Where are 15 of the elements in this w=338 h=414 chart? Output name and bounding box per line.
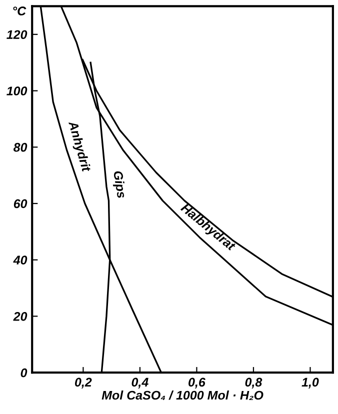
x-tick-label: 0,6 — [188, 378, 206, 388]
x-tick-label: 0,8 — [245, 378, 262, 388]
x-tick-label: 0,4 — [132, 378, 148, 388]
x-tick-label: 0,2 — [75, 378, 92, 388]
x-axis-title: Mol CaSO₄ / 1000 Mol · H₂O — [102, 390, 264, 400]
x-tick-label: 1,0 — [302, 378, 319, 388]
y-tick-label: 40 — [13, 256, 28, 265]
annotation: Gips — [110, 170, 127, 199]
y-tick-label: 100 — [6, 86, 28, 96]
y-tick-label: 80 — [14, 142, 28, 152]
y-tick-label: 60 — [14, 199, 28, 208]
y-tick-label: 20 — [13, 312, 28, 321]
y-axis-title: °C — [13, 6, 26, 16]
y-tick-label: 120 — [6, 30, 28, 40]
y-tick-label: 0 — [20, 368, 28, 378]
